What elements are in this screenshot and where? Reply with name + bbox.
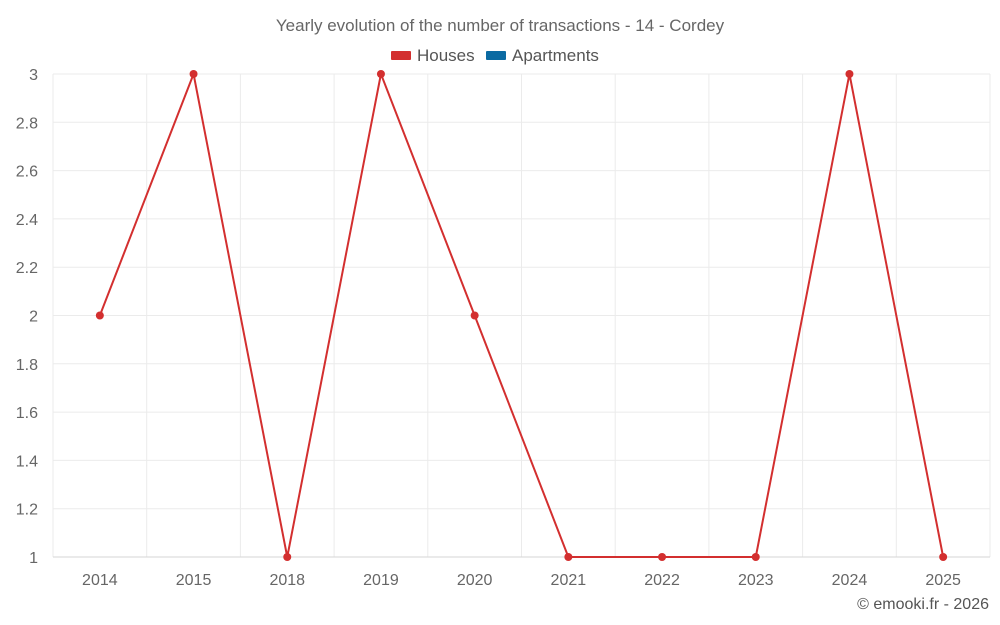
- legend-swatch-apartments[interactable]: [486, 51, 506, 60]
- grid-lines: [52, 73, 991, 558]
- y-tick-label: 2.6: [16, 164, 38, 181]
- data-point-houses[interactable]: [470, 311, 479, 320]
- series-line-houses: [98, 73, 945, 558]
- data-point-houses[interactable]: [564, 553, 573, 561]
- series-houses: [95, 70, 948, 561]
- credit-text: © emooki.fr - 2026: [857, 596, 989, 613]
- legend-swatch-houses[interactable]: [391, 51, 411, 60]
- data-point-houses[interactable]: [939, 553, 948, 561]
- x-tick-label: 2018: [269, 572, 305, 589]
- data-point-houses[interactable]: [845, 70, 854, 78]
- data-point-houses[interactable]: [658, 553, 667, 561]
- data-point-houses[interactable]: [376, 70, 385, 78]
- y-tick-label: 3: [29, 67, 38, 84]
- y-tick-label: 1.2: [16, 502, 38, 519]
- legend-label-apartments[interactable]: Apartments: [512, 46, 599, 65]
- data-point-houses[interactable]: [189, 70, 198, 78]
- y-axis: 1 1.2 1.4 1.6 1.8 2 2.2 2.4 2.6 2.8 3: [16, 67, 38, 567]
- y-tick-label: 1.4: [16, 453, 38, 470]
- y-tick-label: 1.8: [16, 357, 38, 374]
- y-tick-label: 2: [29, 309, 38, 326]
- y-tick-label: 2.8: [16, 115, 38, 132]
- legend[interactable]: Houses Apartments: [391, 46, 599, 65]
- chart-title: Yearly evolution of the number of transa…: [276, 16, 725, 35]
- x-tick-label: 2025: [925, 572, 961, 589]
- x-tick-label: 2024: [832, 572, 868, 589]
- x-tick-label: 2019: [363, 572, 399, 589]
- x-axis: 2014 2015 2018 2019 2020 2021 2022 2023 2024 2025: [53, 556, 990, 589]
- y-tick-label: 2.4: [16, 212, 38, 229]
- data-point-houses[interactable]: [283, 553, 292, 561]
- y-tick-label: 1.6: [16, 405, 38, 422]
- data-point-houses[interactable]: [95, 311, 104, 320]
- legend-label-houses[interactable]: Houses: [417, 46, 475, 65]
- x-tick-label: 2021: [551, 572, 587, 589]
- x-tick-label: 2023: [738, 572, 774, 589]
- y-tick-label: 1: [29, 550, 38, 567]
- x-tick-label: 2014: [82, 572, 118, 589]
- data-point-houses[interactable]: [751, 553, 760, 561]
- y-tick-label: 2.2: [16, 260, 38, 277]
- x-tick-label: 2022: [644, 572, 680, 589]
- x-tick-label: 2020: [457, 572, 493, 589]
- x-tick-label: 2015: [176, 572, 212, 589]
